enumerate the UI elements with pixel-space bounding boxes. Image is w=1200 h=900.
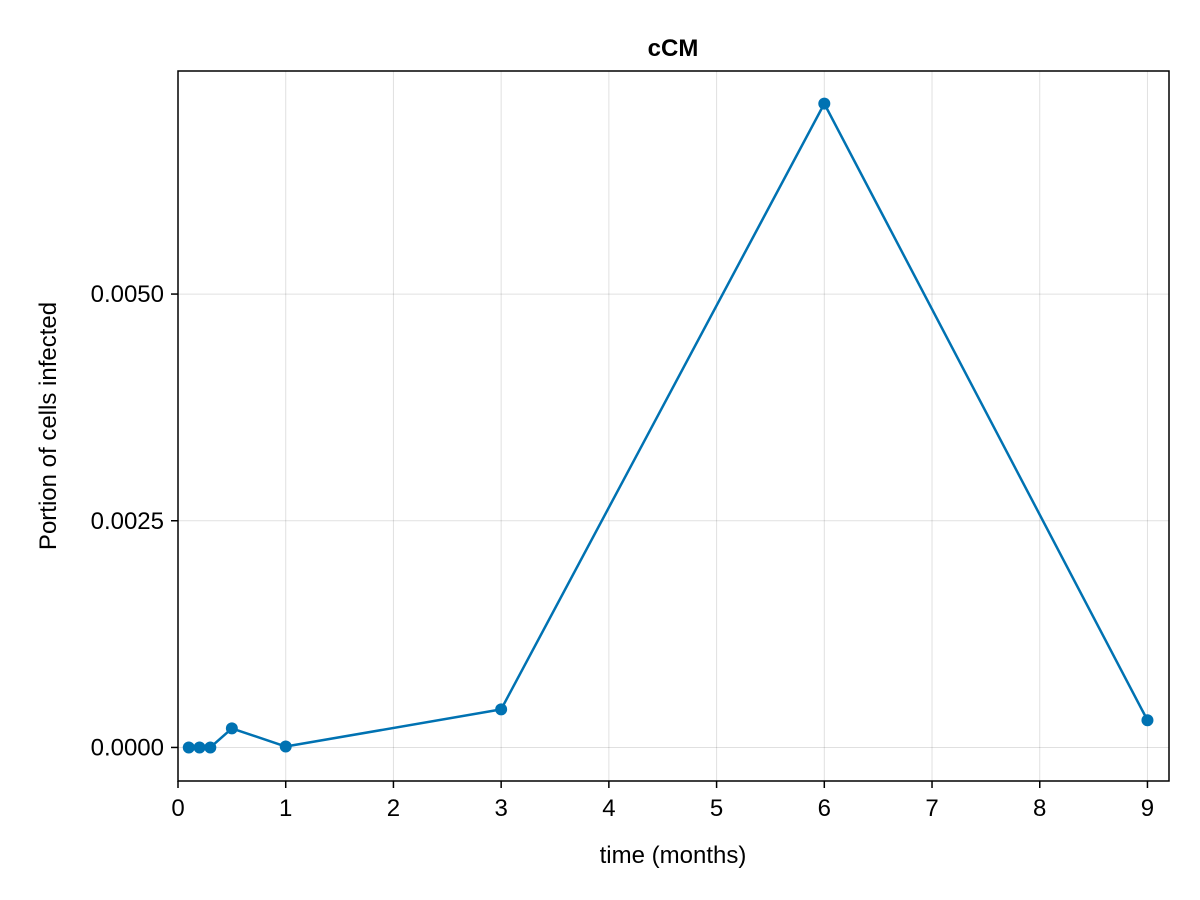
x-tick-label: 5 <box>710 795 723 822</box>
y-tick-label: 0.0000 <box>91 734 164 761</box>
data-point <box>225 722 238 735</box>
x-tick-label: 3 <box>494 795 507 822</box>
x-tick-label: 9 <box>1141 795 1154 822</box>
x-tick-label: 8 <box>1033 795 1046 822</box>
x-tick-label: 6 <box>818 795 831 822</box>
x-tick-label: 7 <box>925 795 938 822</box>
data-point <box>279 740 292 753</box>
chart-title: cCM <box>648 35 699 62</box>
y-tick-label: 0.0025 <box>91 508 164 535</box>
ticks: 0 1 2 3 4 5 6 7 8 9 0.0000 0.0025 0.0050 <box>91 281 1155 822</box>
data-point <box>495 703 508 716</box>
x-tick-label: 0 <box>171 795 184 822</box>
data-point <box>204 741 217 754</box>
x-axis-title: time (months) <box>600 842 747 869</box>
data-point <box>182 741 195 754</box>
x-tick-label: 1 <box>279 795 292 822</box>
series-layer <box>182 97 1154 754</box>
x-tick-label: 2 <box>387 795 400 822</box>
plot-frame <box>177 70 1170 782</box>
data-point <box>1141 714 1154 727</box>
y-tick-label: 0.0050 <box>91 281 164 308</box>
data-point <box>818 97 831 110</box>
y-axis-title: Portion of cells infected <box>35 302 62 550</box>
data-point <box>193 741 206 754</box>
series-line <box>188 102 1149 749</box>
grid <box>177 71 1169 781</box>
x-tick-label: 4 <box>602 795 615 822</box>
